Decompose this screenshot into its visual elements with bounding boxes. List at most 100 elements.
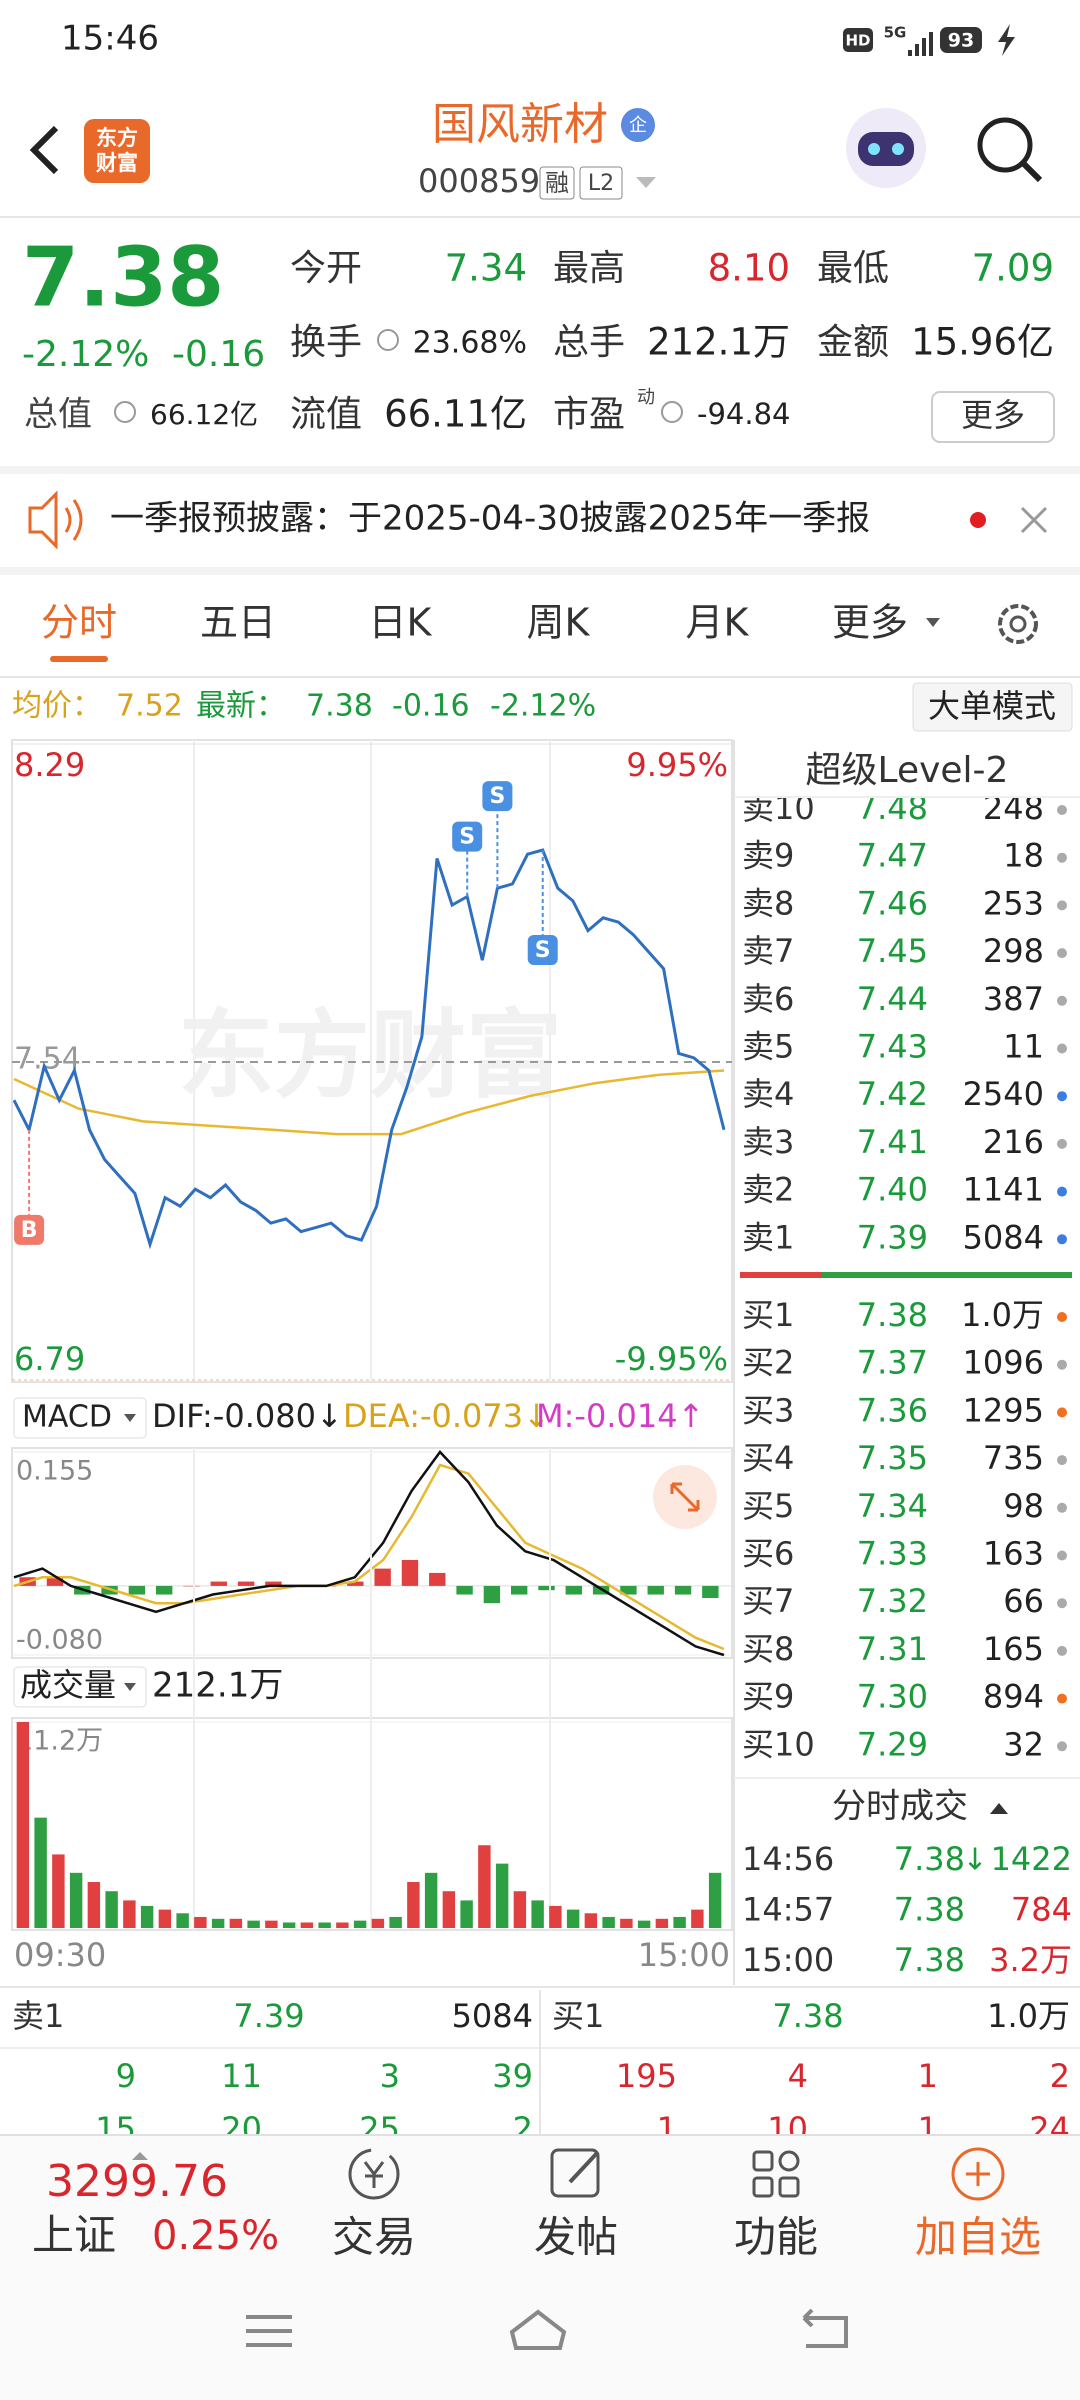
order-qty: 5084 — [963, 1218, 1044, 1256]
volume-bar — [531, 1900, 544, 1928]
order-dot — [1057, 1455, 1067, 1466]
macd-selector[interactable] — [13, 1397, 147, 1439]
order-qty: 298 — [983, 932, 1044, 970]
order-price: 7.33 — [857, 1535, 928, 1573]
nav-item[interactable]: 发帖 — [534, 2213, 618, 2262]
volume-bar — [282, 1922, 296, 1928]
order-label: 买7 — [742, 1582, 794, 1620]
section-gap — [0, 567, 1080, 575]
dropdown — [636, 177, 656, 188]
avatar-face — [858, 132, 914, 166]
volume-label[interactable]: 成交量 — [20, 1666, 116, 1704]
close-button[interactable] — [1020, 506, 1048, 534]
battery — [940, 27, 982, 53]
order-qty: 66 — [1003, 1582, 1044, 1620]
depth-cell: 1 — [918, 2110, 938, 2148]
macd-label[interactable]: MACD — [22, 1400, 112, 1435]
stat-label: 流值 — [290, 394, 362, 435]
depth-qty: 1.0万 — [987, 1997, 1070, 2035]
tab[interactable]: 分时 — [41, 601, 117, 645]
order-price: 7.39 — [857, 1218, 928, 1256]
order-dot — [1057, 1043, 1067, 1054]
charging — [998, 24, 1015, 56]
back-system-button[interactable] — [802, 2308, 848, 2348]
last-value: 7.38 — [306, 689, 373, 724]
macd-bar — [674, 1585, 692, 1595]
order-label: 买10 — [742, 1725, 815, 1763]
nav-icon — [752, 2150, 774, 2172]
more-button[interactable] — [931, 391, 1055, 443]
search-handle — [1020, 160, 1043, 183]
order-qty: 2540 — [963, 1075, 1044, 1113]
order-price: 7.34 — [857, 1487, 928, 1525]
index-change[interactable]: 0.25% — [152, 2213, 279, 2259]
tab[interactable]: 周K — [527, 601, 591, 645]
tab[interactable]: 月K — [686, 601, 750, 645]
order-price: 7.40 — [857, 1171, 928, 1209]
more-label[interactable]: 更多 — [961, 396, 1025, 434]
volume-selector[interactable] — [13, 1666, 147, 1708]
avatar-eye — [892, 143, 904, 155]
order-dot — [1057, 1693, 1067, 1704]
stat-label: 换手 — [290, 322, 362, 363]
volume-bar — [123, 1900, 136, 1928]
dropdown — [124, 1683, 136, 1691]
stat-value: 8.10 — [708, 247, 790, 290]
home-button[interactable] — [509, 2309, 567, 2350]
nav-icon — [568, 2150, 600, 2184]
stat-value: 7.09 — [972, 247, 1054, 290]
tab[interactable]: 日K — [369, 601, 433, 645]
order-price: 7.30 — [857, 1678, 928, 1716]
info-icon — [661, 401, 683, 423]
macd-bar — [265, 1581, 282, 1586]
index-name[interactable]: 上证 — [32, 2211, 116, 2260]
volume-bar — [478, 1845, 491, 1928]
order-qty: 1295 — [963, 1391, 1044, 1429]
nav-item[interactable]: 功能 — [734, 2213, 818, 2262]
stock-code: 000859 — [418, 162, 540, 200]
macd-dif: DIF:-0.080↓ — [152, 1397, 343, 1435]
volume-bar — [407, 1882, 420, 1928]
depth-cell: 4 — [788, 2057, 808, 2095]
order-label: 卖3 — [742, 1123, 794, 1161]
volume-bar — [566, 1909, 580, 1928]
nav-icon — [966, 2162, 990, 2186]
stat-value: 66.11亿 — [384, 393, 527, 436]
logo-text: 财富 — [96, 151, 138, 175]
order-qty: 11 — [1003, 1028, 1044, 1066]
back-button[interactable] — [29, 125, 59, 175]
stat-value: 7.34 — [445, 247, 527, 290]
nav-item[interactable]: 交易 — [332, 2213, 416, 2262]
order-qty: 1.0万 — [961, 1296, 1044, 1334]
order-label: 买2 — [742, 1344, 794, 1382]
trade-marker-label: S — [489, 784, 505, 809]
trade-dir: ↓ — [962, 1843, 987, 1878]
settings-button[interactable] — [998, 604, 1038, 644]
nav-item[interactable]: 加自选 — [915, 2213, 1041, 2262]
volume-bar — [194, 1916, 207, 1928]
logo — [84, 119, 150, 183]
trade-marker — [527, 935, 558, 965]
order-dot — [1057, 852, 1067, 863]
index-value[interactable]: 3299.76 — [46, 2156, 228, 2207]
depth-cell: 11 — [221, 2057, 262, 2095]
volume-bar — [211, 1918, 225, 1928]
macd-bar — [511, 1585, 528, 1595]
mode-label[interactable]: 大单模式 — [928, 687, 1056, 725]
menu-button[interactable] — [246, 2315, 292, 2347]
macd-bar — [156, 1585, 173, 1595]
ratio-bar-sell — [740, 1272, 822, 1278]
order-dot — [1057, 1138, 1067, 1149]
trade-marker-label: S — [535, 938, 551, 963]
time-label: 15:00 — [638, 1936, 730, 1974]
tag-box — [579, 166, 623, 200]
order-dot — [1057, 1186, 1067, 1197]
stat-label: 最高 — [553, 248, 625, 289]
trade-marker — [452, 821, 483, 852]
search-button[interactable] — [977, 117, 1033, 173]
tab[interactable]: 更多 — [832, 601, 908, 645]
change: -0.16 — [172, 334, 265, 375]
tab[interactable]: 五日 — [200, 601, 276, 645]
notice-text[interactable]: 一季报预披露：于2025-04-30披露2025年一季报 — [110, 499, 870, 539]
mode-button[interactable] — [912, 682, 1073, 732]
